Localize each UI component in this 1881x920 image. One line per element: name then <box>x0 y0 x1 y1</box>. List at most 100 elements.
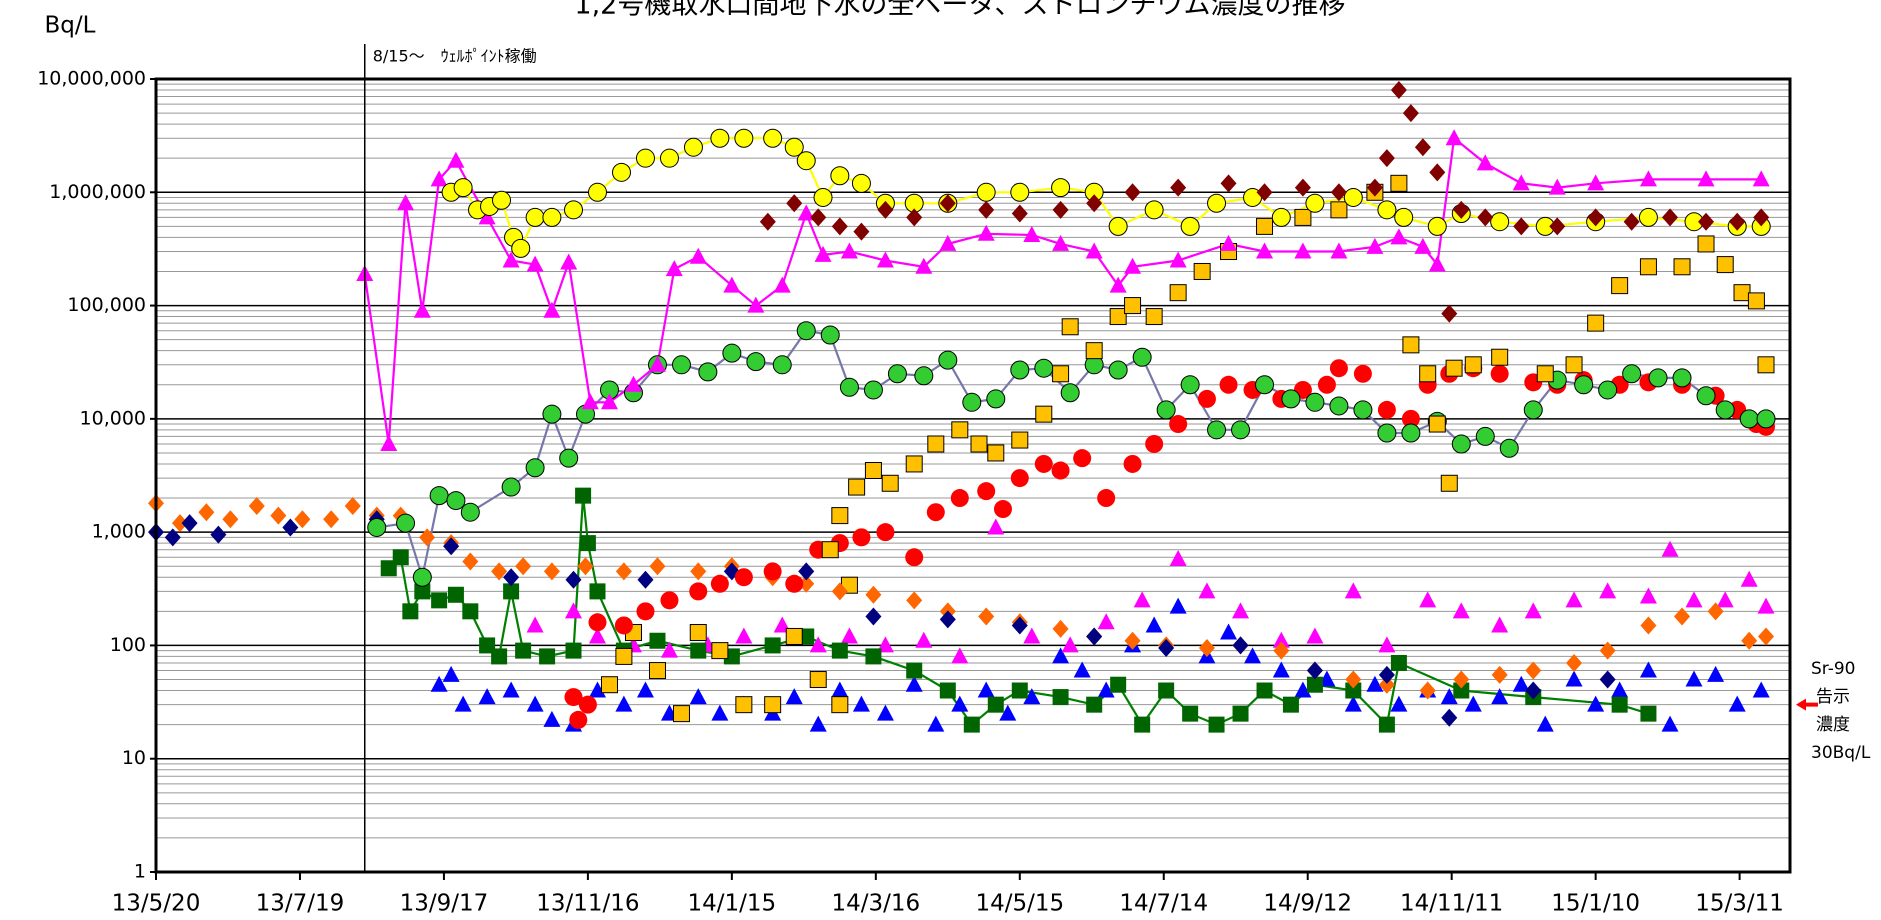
data-point <box>863 380 883 400</box>
data-point <box>734 128 754 148</box>
data-point <box>1402 336 1420 354</box>
data-point <box>1741 631 1758 650</box>
data-point <box>1739 409 1759 429</box>
data-point <box>1378 716 1395 733</box>
data-point <box>1394 207 1414 227</box>
data-point <box>491 562 508 581</box>
data-point <box>578 695 597 714</box>
data-point <box>672 705 690 723</box>
data-point <box>1294 208 1312 226</box>
data-point <box>636 681 654 698</box>
data-point <box>1698 212 1715 231</box>
x-tick-label: 14/3/16 <box>831 891 920 917</box>
data-point <box>1464 695 1482 712</box>
data-point <box>951 647 969 664</box>
data-point <box>1011 682 1028 699</box>
data-point <box>1639 258 1657 276</box>
data-point <box>987 518 1005 535</box>
data-point <box>1061 636 1079 653</box>
data-point <box>1377 423 1397 443</box>
data-point <box>950 489 969 508</box>
data-point <box>414 583 431 600</box>
data-point <box>723 276 741 293</box>
data-point <box>1414 237 1432 254</box>
note-text: 告示 <box>1816 687 1850 707</box>
data-point <box>978 607 995 626</box>
data-point <box>1272 661 1290 678</box>
data-point <box>1051 178 1071 198</box>
y-tick-label: 100,000 <box>67 294 146 316</box>
data-point <box>1716 256 1734 274</box>
data-point <box>977 681 995 698</box>
data-point <box>1377 400 1396 419</box>
data-point <box>581 393 599 410</box>
y-tick-label: 10,000,000 <box>37 68 146 90</box>
data-point <box>1611 696 1628 713</box>
data-point <box>764 696 782 714</box>
data-point <box>380 434 398 451</box>
data-point <box>839 377 859 397</box>
data-point <box>1611 681 1629 698</box>
data-point <box>865 585 882 604</box>
data-point <box>977 224 995 241</box>
data-point <box>1390 228 1408 245</box>
data-point <box>1429 163 1446 182</box>
data-point <box>1378 665 1395 684</box>
data-point <box>1220 623 1238 640</box>
data-point <box>1158 638 1175 657</box>
data-point <box>1419 681 1436 700</box>
data-point <box>809 671 827 689</box>
data-point <box>648 355 666 372</box>
data-point <box>1640 705 1657 722</box>
data-point <box>648 662 666 680</box>
data-point <box>1475 426 1495 446</box>
data-point <box>1419 591 1437 608</box>
data-point <box>1491 348 1509 366</box>
data-point <box>1010 360 1030 380</box>
data-point <box>270 506 287 525</box>
data-point <box>1086 627 1103 646</box>
data-point <box>1330 201 1348 219</box>
data-point <box>853 222 870 241</box>
data-point <box>1599 670 1616 689</box>
data-point <box>560 253 578 270</box>
data-point <box>1353 364 1372 383</box>
data-point <box>1752 681 1770 698</box>
data-point <box>1052 647 1070 664</box>
data-point <box>876 251 894 268</box>
data-point <box>1757 356 1775 374</box>
data-point <box>1110 676 1127 693</box>
data-point <box>809 715 827 732</box>
data-point <box>430 170 448 187</box>
data-point <box>1085 242 1103 259</box>
data-point <box>1144 200 1164 220</box>
data-point <box>462 603 479 620</box>
x-tick-label: 14/9/12 <box>1263 891 1352 917</box>
data-point <box>977 482 996 501</box>
data-point <box>852 695 870 712</box>
data-point <box>1697 170 1715 187</box>
data-point <box>491 648 508 665</box>
data-point <box>1061 318 1079 336</box>
data-point <box>615 695 633 712</box>
data-point <box>1524 602 1542 619</box>
data-point <box>999 704 1017 721</box>
data-point <box>637 570 654 589</box>
data-point <box>1305 193 1325 213</box>
data-point <box>294 510 311 529</box>
data-point <box>798 562 815 581</box>
data-point <box>1317 375 1336 394</box>
data-point <box>1549 217 1566 236</box>
data-point <box>1097 489 1116 508</box>
data-point <box>615 562 632 581</box>
data-point <box>430 675 448 692</box>
data-point <box>1345 682 1362 699</box>
note-text: 濃度 <box>1816 715 1850 735</box>
data-point <box>659 148 679 168</box>
data-point <box>1707 665 1725 682</box>
data-point <box>1445 129 1463 146</box>
data-point <box>569 710 588 729</box>
x-tick-label: 14/7/14 <box>1119 891 1208 917</box>
data-point <box>1378 636 1396 653</box>
data-point <box>809 636 827 653</box>
